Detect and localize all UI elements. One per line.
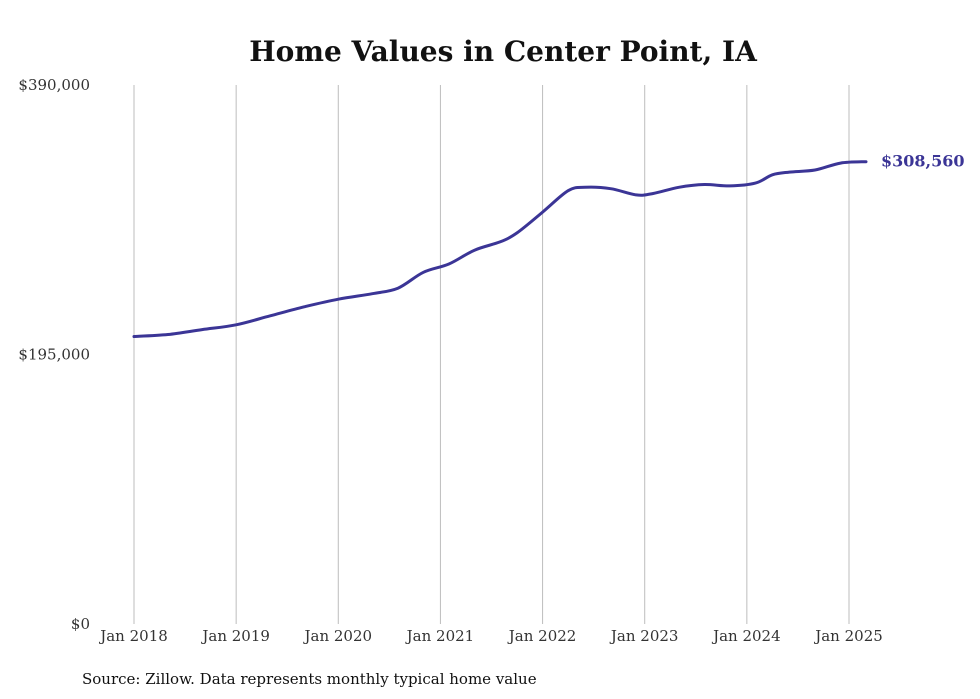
x-tick-label: Jan 2018 — [98, 627, 168, 645]
grid — [133, 85, 850, 624]
end-value-label: $308,560 — [881, 152, 965, 171]
x-axis: Jan 2018 Jan 2019 Jan 2020 Jan 2021 Jan 2022… — [98, 627, 883, 645]
x-tick-label: Jan 2020 — [303, 627, 373, 645]
x-tick-label: Jan 2024 — [711, 627, 781, 645]
source-note: Source: Zillow. Data represents monthly … — [82, 670, 537, 688]
x-tick-label: Jan 2019 — [200, 627, 270, 645]
y-tick-label: $195,000 — [18, 346, 90, 364]
series: $308,560 — [132, 152, 965, 338]
series-line — [132, 160, 868, 338]
x-tick-label: Jan 2021 — [405, 627, 475, 645]
y-axis: $0 $195,000 $390,000 — [18, 76, 90, 633]
x-tick-label: Jan 2025 — [813, 627, 883, 645]
chart-title: Home Values in Center Point, IA — [249, 35, 758, 68]
x-tick-label: Jan 2022 — [507, 627, 577, 645]
y-tick-label: $390,000 — [18, 76, 90, 94]
x-tick-label: Jan 2023 — [609, 627, 679, 645]
y-tick-label: $0 — [71, 615, 90, 633]
